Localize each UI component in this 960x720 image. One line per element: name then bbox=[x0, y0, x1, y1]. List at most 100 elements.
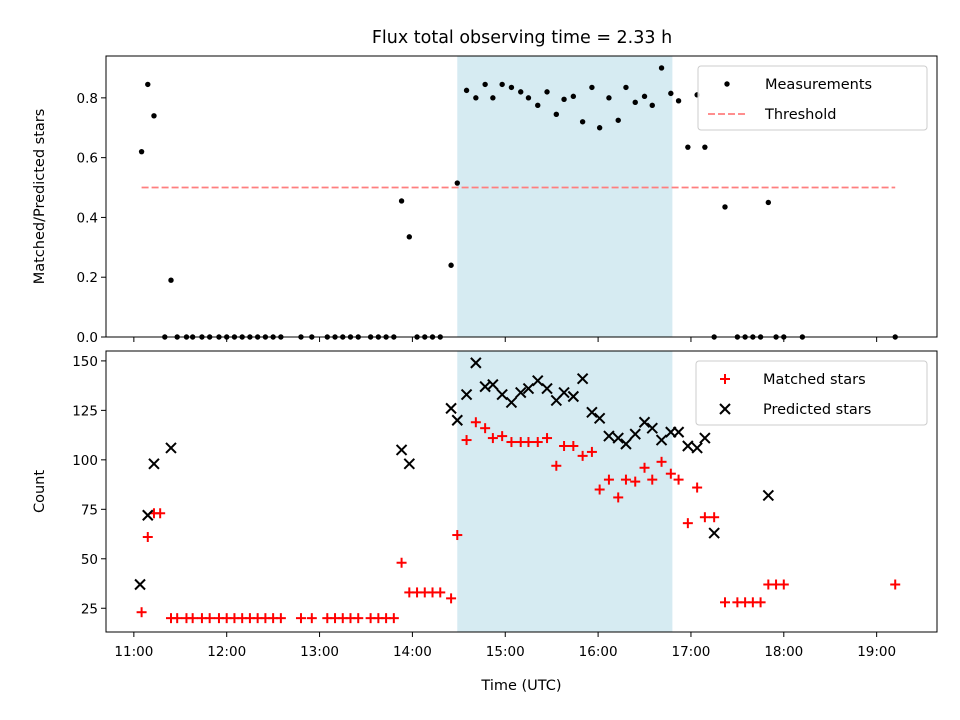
measurement-point bbox=[615, 117, 621, 123]
measurement-point bbox=[168, 277, 174, 283]
matched-stars-point bbox=[487, 433, 498, 444]
predicted-stars-point bbox=[691, 442, 703, 454]
measurement-point bbox=[544, 89, 550, 95]
legend-measurement-swatch bbox=[724, 81, 730, 87]
legend-label: Predicted stars bbox=[763, 402, 871, 418]
matched-stars-point bbox=[388, 613, 399, 624]
matched-stars-point bbox=[709, 512, 720, 523]
matched-stars-point bbox=[577, 450, 588, 461]
matched-stars-point bbox=[155, 508, 166, 519]
top-frame bbox=[105, 55, 938, 338]
matched-stars-point bbox=[647, 474, 658, 485]
predicted-stars-point bbox=[532, 374, 544, 387]
measurement-point bbox=[448, 262, 454, 268]
matched-stars-point bbox=[275, 613, 286, 624]
predicted-stars-point bbox=[762, 489, 775, 502]
predicted-stars-point bbox=[142, 509, 154, 521]
top-panel: 0.00.20.40.60.8 Matched/Predicted stars … bbox=[32, 55, 938, 346]
measurement-point bbox=[570, 93, 577, 100]
legend-label: Measurements bbox=[765, 77, 872, 93]
x-tick-label: 15:00 bbox=[486, 644, 525, 660]
bottom-series bbox=[134, 357, 901, 624]
y-tick-label: 100 bbox=[72, 453, 98, 469]
predicted-stars-point bbox=[567, 390, 580, 403]
predicted-stars-point bbox=[541, 382, 553, 395]
predicted-stars-point bbox=[460, 388, 473, 401]
measurement-point bbox=[145, 81, 151, 88]
predicted-stars-point bbox=[451, 414, 463, 426]
y-tick-label: 50 bbox=[81, 552, 98, 568]
measurement-point bbox=[525, 95, 532, 101]
predicted-stars-point bbox=[496, 388, 508, 401]
legend-matched-swatch bbox=[720, 374, 730, 384]
predicted-stars-point bbox=[629, 428, 641, 440]
matched-stars-point bbox=[778, 579, 789, 590]
matched-stars-point bbox=[682, 518, 693, 529]
measurement-point bbox=[535, 102, 541, 109]
matched-stars-point bbox=[306, 613, 317, 624]
matched-stars-point bbox=[480, 423, 491, 434]
matched-stars-point bbox=[172, 613, 183, 624]
matched-stars-point bbox=[396, 557, 407, 568]
matched-stars-point bbox=[559, 440, 570, 451]
legend-label: Matched stars bbox=[763, 372, 866, 388]
matched-stars-point bbox=[136, 607, 147, 618]
legend-predicted-swatch bbox=[719, 403, 731, 415]
predicted-stars-point bbox=[403, 458, 416, 470]
matched-stars-point bbox=[353, 613, 364, 624]
y-tick-label: 125 bbox=[72, 403, 98, 419]
predicted-stars-point bbox=[603, 430, 615, 442]
matched-stars-point bbox=[435, 587, 446, 598]
measurement-point bbox=[454, 180, 460, 186]
measurement-point bbox=[675, 98, 682, 104]
predicted-stars-point bbox=[593, 412, 606, 424]
measurement-point bbox=[561, 96, 567, 103]
measurement-point bbox=[632, 99, 638, 106]
measurement-point bbox=[579, 119, 586, 125]
x-tick-label: 19:00 bbox=[857, 644, 896, 660]
measurement-point bbox=[623, 84, 629, 91]
predicted-stars-point bbox=[515, 386, 527, 399]
bottom-panel: 25 50 75 100 125 150 11:00 12:00 13:00 14:00 15:0… bbox=[32, 350, 938, 694]
x-tick-label: 18:00 bbox=[764, 644, 803, 660]
predicted-stars-point bbox=[620, 438, 632, 450]
matched-stars-point bbox=[542, 433, 553, 444]
bottom-highlight-span bbox=[457, 351, 673, 632]
matched-stars-point bbox=[532, 437, 543, 448]
matched-stars-point bbox=[142, 532, 153, 543]
chart-title: Flux total observing time = 2.33 h bbox=[372, 28, 672, 48]
bottom-legend: Matched stars Predicted stars bbox=[695, 360, 928, 426]
predicted-stars-point bbox=[655, 434, 668, 446]
y-tick-label: 0.2 bbox=[77, 270, 98, 286]
measurement-point bbox=[668, 90, 674, 97]
predicted-stars-point bbox=[505, 396, 518, 409]
measurement-point bbox=[702, 144, 708, 150]
measurement-point bbox=[589, 84, 595, 91]
predicted-stars-point bbox=[586, 406, 598, 419]
x-tick-label: 14:00 bbox=[393, 644, 432, 660]
predicted-stars-point bbox=[638, 416, 651, 428]
measurement-point bbox=[685, 144, 691, 150]
matched-stars-point bbox=[295, 613, 306, 624]
predicted-stars-point bbox=[522, 382, 535, 395]
x-axis-label: Time (UTC) bbox=[480, 678, 561, 694]
measurement-point bbox=[722, 204, 728, 210]
matched-stars-point bbox=[665, 468, 676, 479]
matched-stars-point bbox=[446, 593, 457, 604]
measurement-point bbox=[658, 65, 665, 71]
predicted-stars-point bbox=[612, 432, 624, 444]
measurement-point bbox=[553, 111, 560, 117]
matched-stars-point bbox=[620, 474, 631, 485]
measurement-point bbox=[482, 81, 488, 88]
measurement-point bbox=[473, 95, 479, 101]
matched-stars-point bbox=[452, 530, 463, 541]
matched-stars-point bbox=[656, 456, 667, 467]
y-tick-label: 0.0 bbox=[77, 330, 98, 346]
legend-box bbox=[697, 65, 928, 131]
matched-stars-point bbox=[630, 476, 641, 487]
matched-stars-point bbox=[603, 474, 614, 485]
top-x-ticks bbox=[133, 337, 878, 342]
predicted-stars-point bbox=[487, 378, 499, 391]
measurement-point bbox=[499, 81, 505, 88]
